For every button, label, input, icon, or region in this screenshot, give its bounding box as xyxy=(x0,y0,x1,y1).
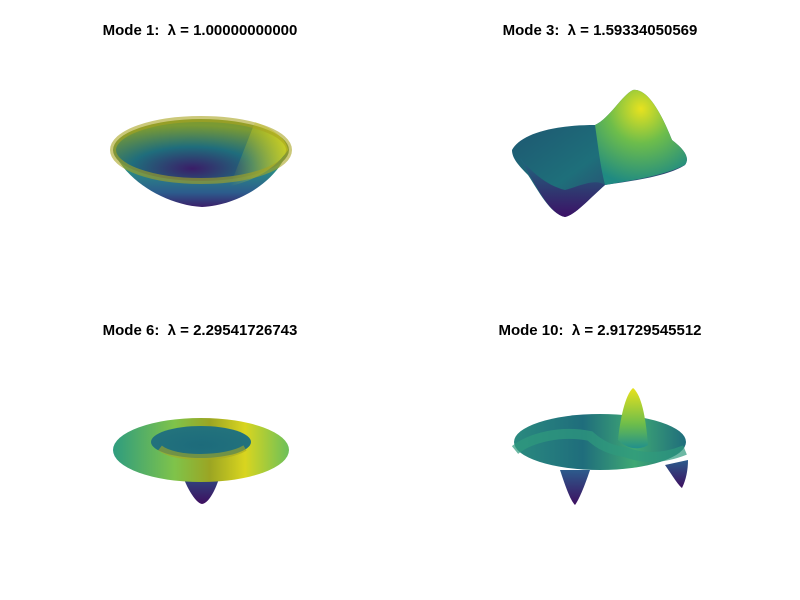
panel-mode-1: Mode 1: λ = 1.00000000000 xyxy=(0,0,400,300)
panel-title: Mode 10: λ = 2.91729545512 xyxy=(498,322,702,339)
surface-plot-mode-10 xyxy=(511,388,688,505)
panel-mode-10: Mode 10: λ = 2.91729545512 xyxy=(400,300,800,600)
surface-plot-mode-3 xyxy=(512,89,687,217)
surface-plot-mode-1 xyxy=(110,116,292,207)
panel-title: Mode 3: λ = 1.59334050569 xyxy=(502,22,698,39)
panel-title: Mode 1: λ = 1.00000000000 xyxy=(102,22,298,39)
panel-title: Mode 6: λ = 2.29541726743 xyxy=(102,322,298,339)
panel-mode-6: Mode 6: λ = 2.29541726743 xyxy=(0,300,400,600)
surface-plot-mode-6 xyxy=(113,418,289,504)
panel-mode-3: Mode 3: λ = 1.59334050569 xyxy=(400,0,800,300)
